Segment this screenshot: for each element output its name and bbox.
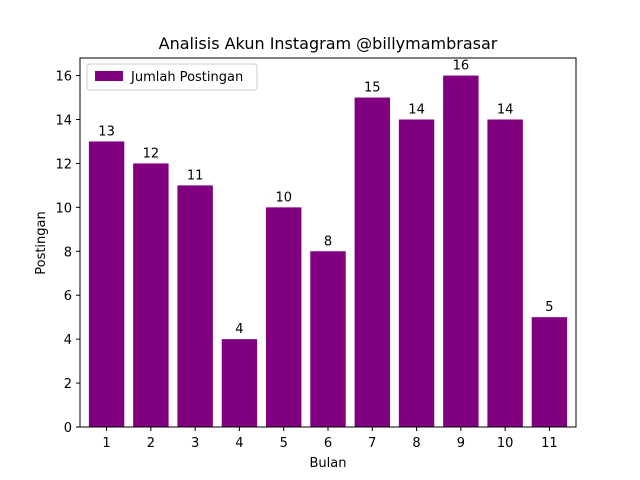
chart-title: Analisis Akun Instagram @billymambrasar bbox=[159, 34, 498, 53]
data-label-2: 12 bbox=[143, 146, 160, 161]
data-label-11: 5 bbox=[545, 300, 553, 315]
bars-layer bbox=[88, 75, 568, 428]
x-tick-label-2: 2 bbox=[147, 436, 155, 451]
y-tick-label-4: 4 bbox=[64, 333, 72, 348]
data-label-5: 10 bbox=[275, 190, 292, 205]
bar-11 bbox=[531, 317, 568, 427]
data-label-7: 15 bbox=[364, 81, 381, 96]
data-label-4: 4 bbox=[235, 322, 243, 337]
x-tick-label-5: 5 bbox=[280, 436, 288, 451]
y-tick-label-2: 2 bbox=[64, 377, 72, 392]
y-tick-label-6: 6 bbox=[64, 289, 72, 304]
bar-1 bbox=[88, 141, 125, 427]
legend: Jumlah Postingan bbox=[86, 63, 258, 91]
legend-entry-label: Jumlah Postingan bbox=[130, 70, 243, 85]
data-label-8: 14 bbox=[408, 103, 425, 118]
bar-2 bbox=[133, 163, 169, 427]
data-label-3: 11 bbox=[187, 168, 204, 183]
x-tick-label-6: 6 bbox=[324, 436, 332, 451]
x-tick-label-3: 3 bbox=[191, 436, 199, 451]
data-label-10: 14 bbox=[497, 103, 514, 118]
legend-frame bbox=[86, 63, 258, 91]
data-label-6: 8 bbox=[324, 234, 332, 249]
data-labels-layer: 13 12 11 4 10 8 15 14 16 14 5 bbox=[98, 59, 553, 338]
bar-3 bbox=[177, 185, 213, 427]
bar-10 bbox=[487, 119, 523, 427]
y-tick-label-8: 8 bbox=[64, 245, 72, 260]
data-label-9: 16 bbox=[453, 59, 470, 74]
x-axis-label: Bulan bbox=[310, 456, 347, 471]
legend-swatch bbox=[95, 71, 123, 81]
y-tick-label-12: 12 bbox=[55, 157, 72, 172]
x-tick-label-11: 11 bbox=[541, 436, 558, 451]
bar-4 bbox=[221, 339, 258, 427]
x-tick-label-7: 7 bbox=[368, 436, 376, 451]
bar-5 bbox=[266, 207, 302, 427]
bar-7 bbox=[354, 97, 390, 428]
x-tick-label-9: 9 bbox=[457, 436, 465, 451]
y-axis-label: Postingan bbox=[34, 211, 49, 275]
x-tick-label-8: 8 bbox=[412, 436, 420, 451]
bar-6 bbox=[310, 251, 346, 427]
x-tick-label-10: 10 bbox=[497, 436, 514, 451]
x-tick-label-4: 4 bbox=[235, 436, 243, 451]
bar-9 bbox=[443, 75, 479, 428]
x-tick-label-1: 1 bbox=[102, 436, 110, 451]
bar-8 bbox=[398, 119, 435, 427]
y-tick-label-0: 0 bbox=[64, 421, 72, 436]
y-tick-label-10: 10 bbox=[55, 201, 72, 216]
data-label-1: 13 bbox=[98, 124, 115, 139]
y-tick-label-16: 16 bbox=[55, 70, 72, 85]
y-tick-label-14: 14 bbox=[55, 114, 72, 129]
